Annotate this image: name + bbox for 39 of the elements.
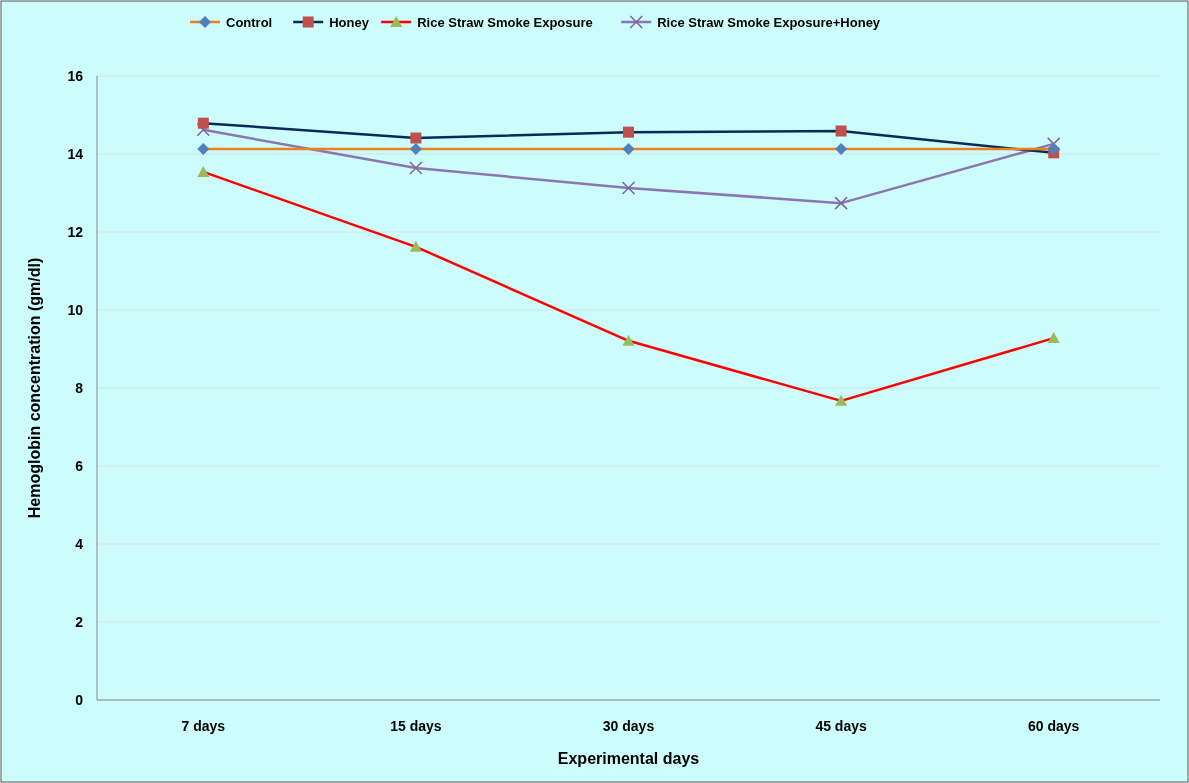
x-tick-label: 60 days — [1028, 718, 1080, 734]
point — [835, 394, 848, 406]
legend-label: Control — [226, 15, 273, 30]
y-axis-title: Hemoglobin concentration (gm/dl) — [26, 257, 43, 519]
point — [409, 161, 423, 175]
y-tick-label: 10 — [67, 302, 84, 318]
point — [835, 125, 847, 137]
y-tick-label: 6 — [75, 458, 84, 474]
y-tick-label: 2 — [75, 614, 84, 630]
x-tick-label: 45 days — [815, 718, 867, 734]
legend-label: Honey — [329, 15, 370, 30]
y-tick-label: 8 — [75, 380, 84, 396]
x-tick-label: 7 days — [181, 718, 226, 734]
point — [834, 196, 848, 210]
y-tick-label: 4 — [75, 536, 84, 552]
x-tick-label: 30 days — [602, 718, 655, 734]
y-tick-label: 14 — [67, 146, 84, 162]
point — [623, 126, 634, 138]
point — [622, 334, 635, 346]
point — [621, 181, 636, 195]
point — [622, 142, 635, 155]
y-tick-label: 16 — [67, 68, 84, 84]
y-tick-label: 12 — [67, 224, 84, 240]
x-tick-label: 15 days — [390, 718, 442, 734]
legend-label: Rice Straw Smoke Exposure — [417, 15, 593, 30]
point — [1047, 142, 1060, 155]
point — [196, 123, 211, 137]
x-axis-title: Experimental days — [557, 750, 700, 767]
point — [835, 142, 848, 155]
point — [197, 142, 210, 155]
legend-label: Rice Straw Smoke Exposure+Honey — [657, 15, 881, 30]
point — [409, 240, 422, 252]
y-tick-label: 0 — [75, 692, 84, 708]
point — [409, 142, 422, 155]
point — [1047, 332, 1060, 344]
point — [197, 117, 209, 129]
point — [1046, 137, 1061, 151]
point — [197, 165, 210, 177]
point — [410, 132, 422, 144]
